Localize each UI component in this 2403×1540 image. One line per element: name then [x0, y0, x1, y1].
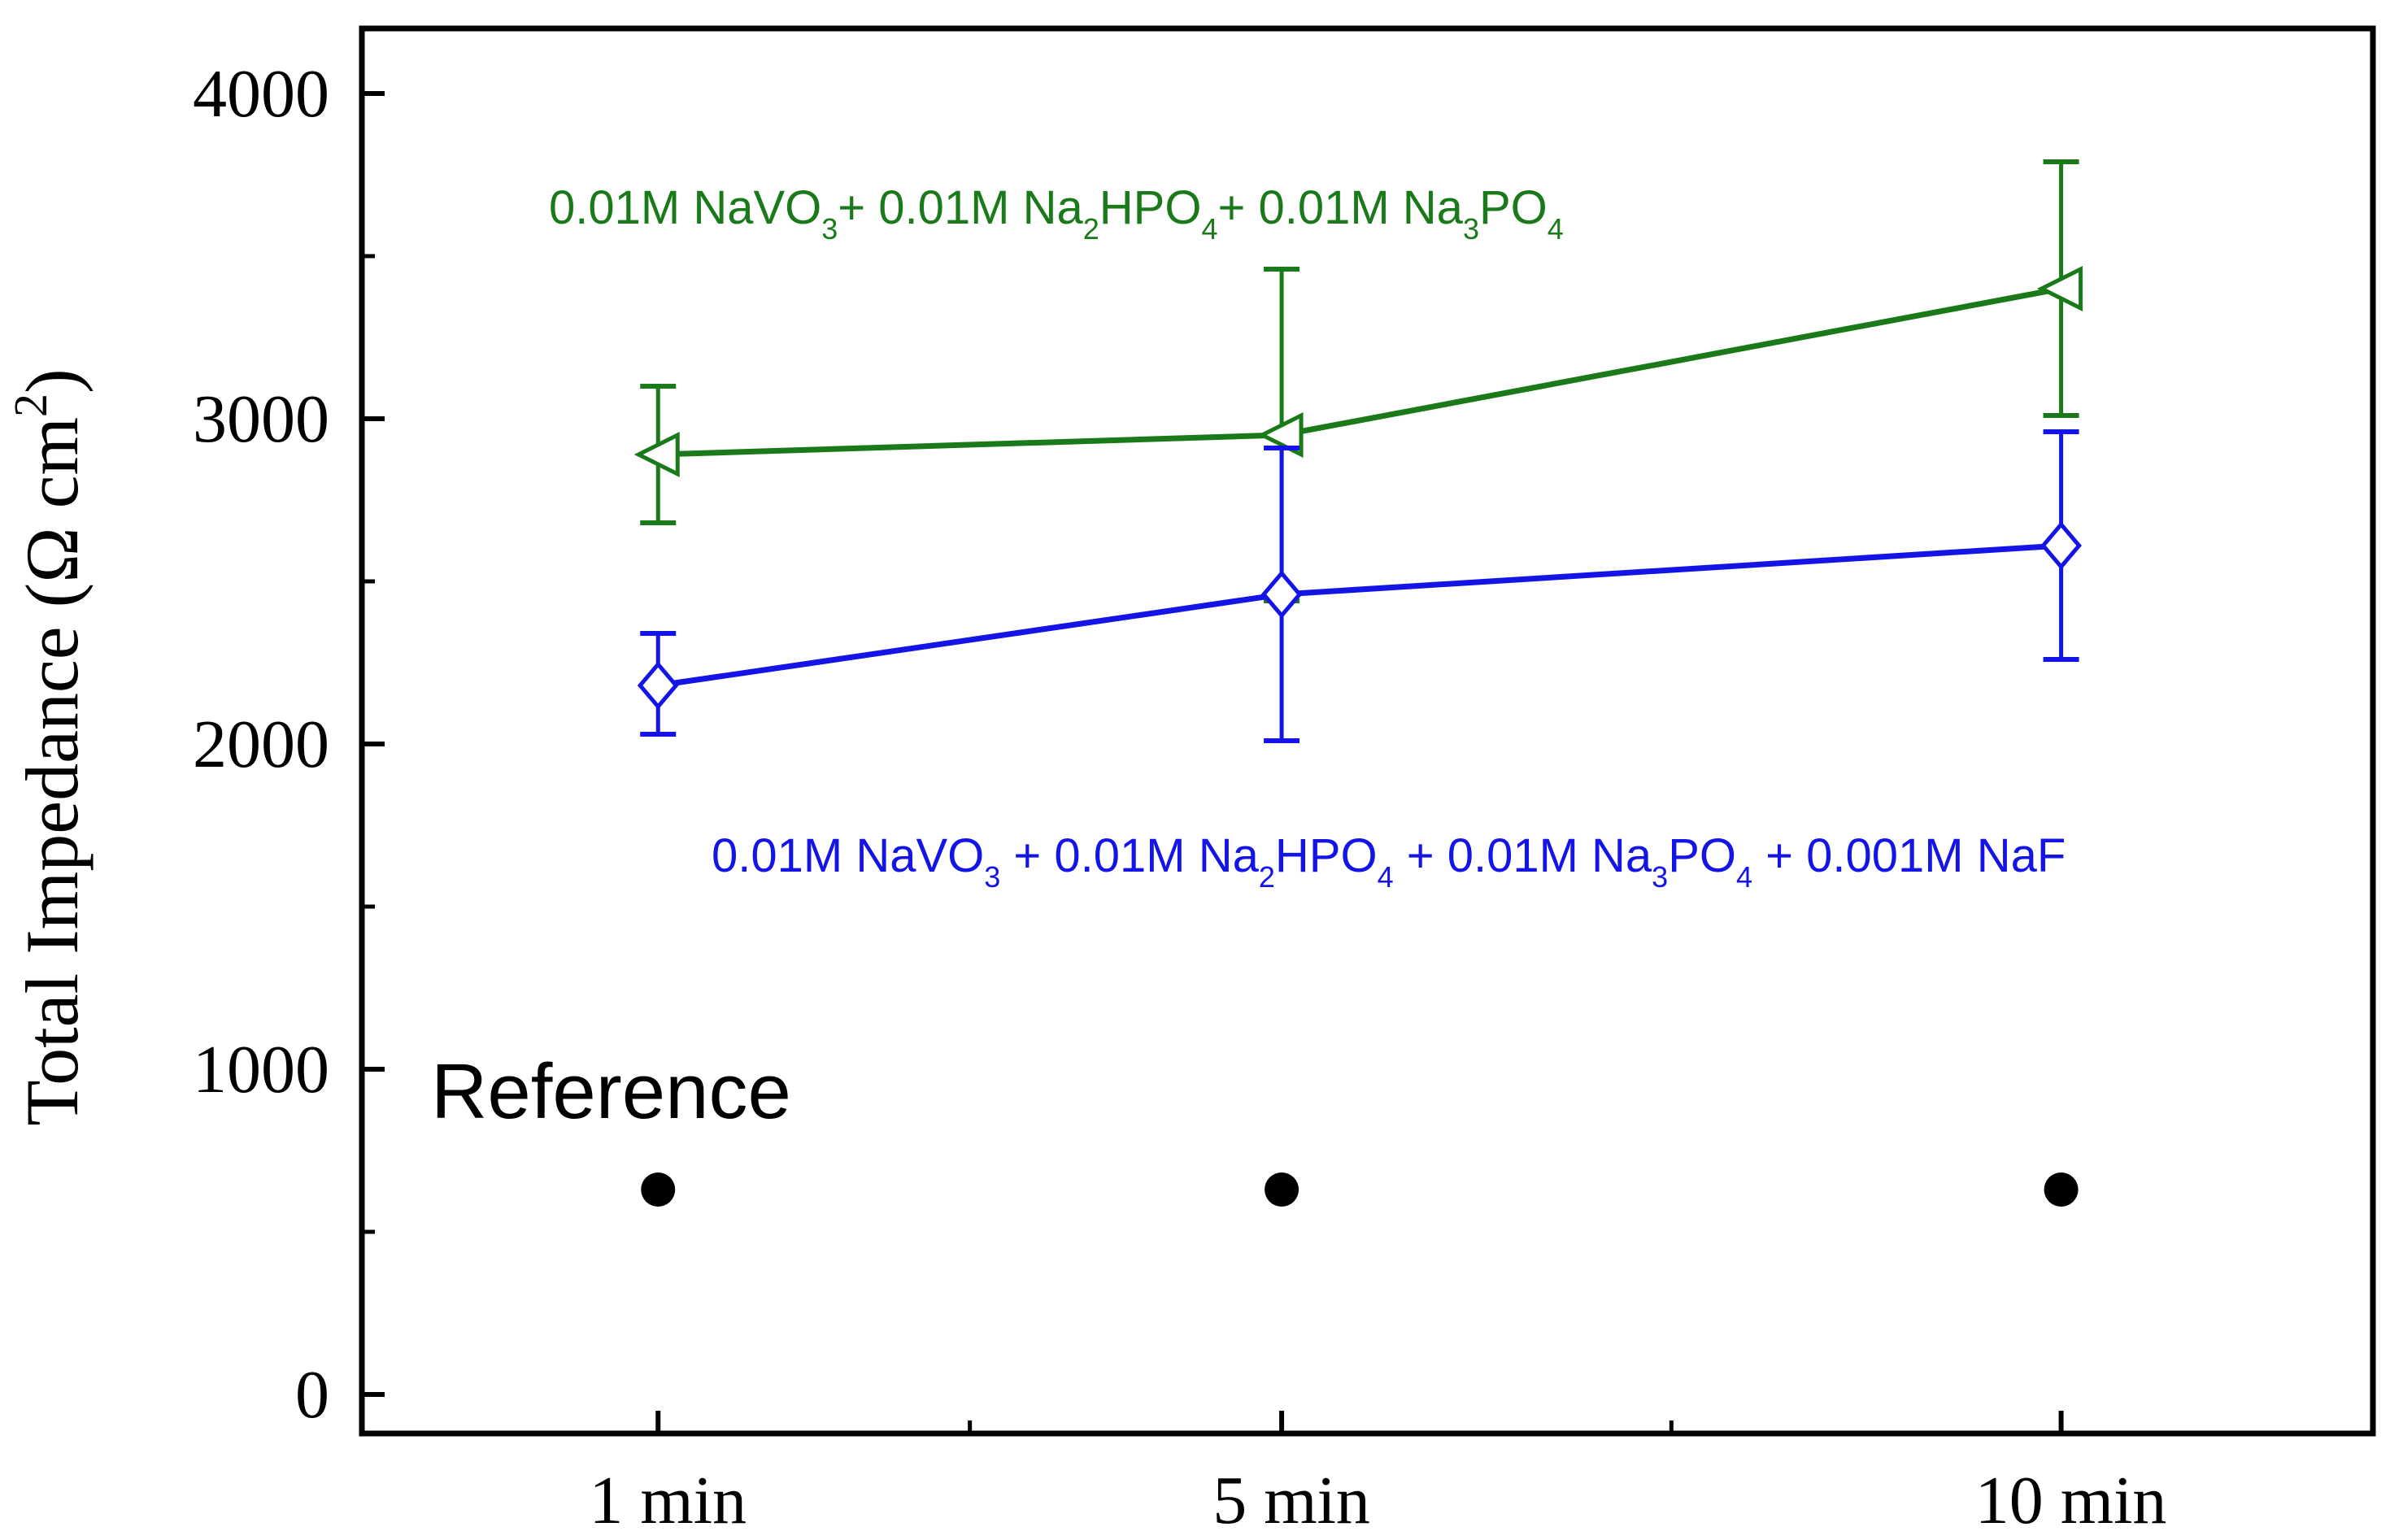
data-point [1257, 411, 1304, 459]
label-text: Reference [431, 1048, 791, 1135]
y-axis-label: Total Impedance (Ω cm2) [4, 368, 94, 1125]
label-text: + 0.001M NaF [1752, 829, 2066, 882]
series-layer [633, 159, 2083, 1207]
x-tick-label: 5 min [1212, 1463, 1370, 1538]
data-point [641, 1172, 676, 1207]
label-text: + 0.01M Na [1394, 829, 1652, 882]
label-text: + 0.01M Na [838, 181, 1083, 234]
data-point [637, 661, 679, 710]
label-subscript: 4 [1736, 860, 1752, 894]
label-subscript: 2 [1259, 860, 1275, 894]
data-point [633, 431, 680, 478]
data-point [1260, 570, 1303, 619]
data-point [1265, 1172, 1299, 1207]
plot-frame [359, 25, 2376, 1437]
y-tick-label: 4000 [193, 56, 329, 132]
label-subscript: 3 [821, 212, 838, 246]
series-labels: 0.01M NaVO3+ 0.01M Na2HPO4+ 0.01M Na3PO4… [431, 181, 2066, 1135]
x-axis: 1 min 5 min 10 min [589, 1411, 2166, 1538]
label-subscript: 3 [984, 860, 1000, 894]
label-subscript: 4 [1548, 212, 1564, 246]
label-text: + 0.01M Na [1218, 181, 1464, 234]
y-tick-label: 2000 [193, 707, 329, 782]
y-tick-label: 0 [295, 1357, 329, 1433]
data-point [2044, 1172, 2079, 1207]
label-text: 0.01M NaVO [549, 181, 821, 234]
series-2 [641, 1172, 2079, 1207]
series-1 [637, 429, 2082, 743]
data-point [2036, 265, 2083, 312]
label-subscript: 3 [1652, 860, 1668, 894]
label-text: 0.01M NaVO [712, 829, 984, 882]
label-subscript: 2 [1083, 212, 1099, 246]
label-text: PO [1668, 829, 1736, 882]
y-tick-label: 3000 [193, 381, 329, 457]
y-axis: 0 1000 2000 3000 4000 [193, 56, 385, 1433]
label-text: HPO [1099, 181, 1202, 234]
x-tick-label: 1 min [589, 1463, 747, 1538]
x-tick-label: 10 min [1975, 1463, 2167, 1538]
series-label-1: 0.01M NaVO3 + 0.01M Na2HPO4 + 0.01M Na3P… [712, 829, 2066, 894]
label-subscript: 3 [1463, 212, 1479, 246]
label-text: PO [1479, 181, 1548, 234]
label-text: + 0.01M Na [1000, 829, 1259, 882]
series-label-2: Reference [431, 1048, 791, 1135]
y-tick-label: 1000 [193, 1032, 329, 1107]
data-point [2040, 521, 2082, 570]
series-label-0: 0.01M NaVO3+ 0.01M Na2HPO4+ 0.01M Na3PO4 [549, 181, 1564, 246]
label-subscript: 4 [1201, 212, 1217, 246]
label-text: HPO [1275, 829, 1378, 882]
label-subscript: 4 [1378, 860, 1394, 894]
